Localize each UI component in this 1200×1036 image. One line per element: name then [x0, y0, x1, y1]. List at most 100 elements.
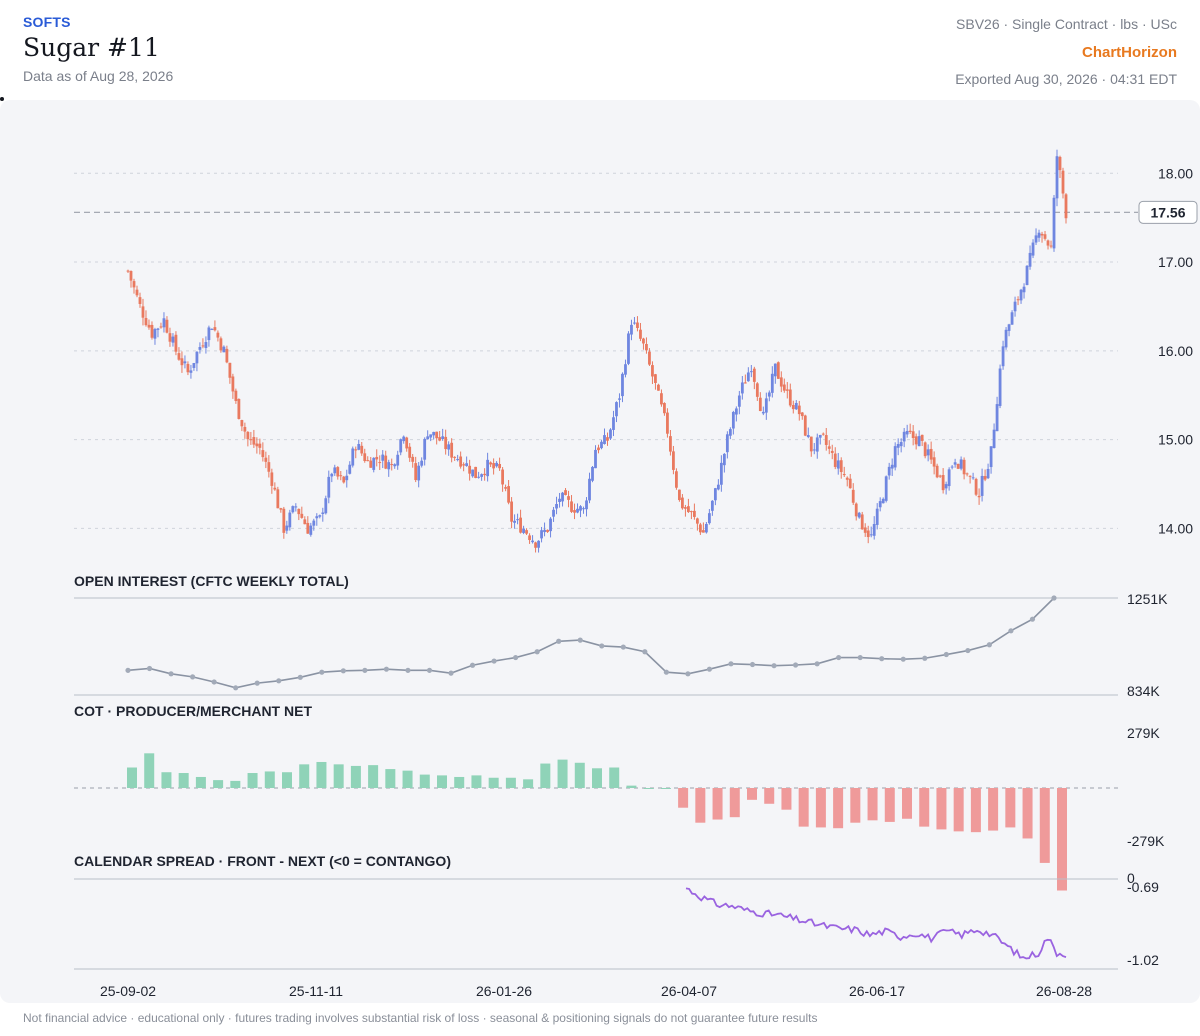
x-tick-label: 26-08-28 — [1036, 983, 1092, 999]
candle-body — [546, 529, 549, 532]
candle-body — [216, 332, 220, 338]
candle-body — [597, 447, 600, 451]
candle-body — [615, 402, 618, 417]
candle-body — [815, 437, 819, 452]
candle-body — [414, 463, 418, 481]
candle-body — [980, 475, 984, 496]
candle-body — [594, 449, 597, 469]
candle-body — [483, 473, 487, 476]
candle-body — [525, 530, 528, 534]
candle-body — [183, 361, 187, 364]
candle-body — [902, 431, 906, 442]
candle-body — [405, 437, 409, 449]
candle-body — [537, 540, 540, 548]
cot-bar — [695, 788, 706, 823]
candle-body — [141, 306, 145, 318]
candle-body — [812, 449, 816, 451]
oi-point — [620, 644, 626, 650]
candle-body — [399, 439, 403, 453]
candle-body — [941, 475, 945, 491]
candle-body — [138, 297, 142, 304]
oi-point — [879, 656, 885, 662]
candle-body — [734, 408, 738, 415]
candle-body — [1001, 346, 1005, 367]
candle-body — [890, 464, 894, 469]
candle-body — [549, 518, 552, 532]
candle-body — [480, 474, 484, 477]
candle-body — [761, 411, 765, 414]
candle-body — [333, 467, 337, 474]
candle-body — [384, 455, 388, 469]
candle-body — [1052, 197, 1056, 249]
candle-body — [887, 466, 891, 476]
candle-body — [651, 365, 654, 377]
cot-bar — [402, 770, 413, 788]
candle-body — [612, 417, 615, 430]
cot-bar — [488, 777, 499, 788]
candle-body — [660, 393, 663, 405]
candle-body — [408, 446, 412, 458]
candle-body — [495, 462, 499, 467]
brand-logo[interactable]: ChartHorizon — [1082, 44, 1177, 61]
candle-body — [740, 382, 744, 394]
cot-tick-label: -279K — [1127, 833, 1165, 849]
candle-body — [201, 345, 205, 347]
candle-body — [935, 465, 939, 478]
oi-point — [642, 649, 648, 655]
candle-body — [770, 373, 774, 393]
candle-body — [687, 506, 690, 513]
candle-body — [1061, 170, 1065, 194]
candle-body — [231, 376, 235, 392]
candle-body — [228, 362, 232, 378]
candle-body — [192, 363, 196, 368]
candle-body — [1040, 233, 1044, 236]
cot-title: COT · PRODUCER/MERCHANT NET — [74, 703, 312, 719]
cot-bar — [368, 765, 379, 788]
candle-body — [561, 492, 564, 502]
candle-body — [327, 476, 331, 498]
cot-bar — [781, 788, 792, 810]
candle-body — [905, 430, 909, 435]
chart-svg[interactable]: 14.00 15.00 16.00 17.00 18.00 17.56 OPEN INTE… — [0, 100, 1200, 1003]
candle-body — [600, 441, 603, 449]
candle-body — [516, 519, 519, 521]
oi-line — [127, 597, 1055, 689]
candle-body — [947, 469, 951, 487]
candle-body — [531, 540, 534, 543]
candle-body — [390, 464, 394, 466]
candle-body — [528, 535, 531, 541]
candle-body — [968, 475, 972, 477]
cot-bar — [678, 788, 689, 808]
candle-body — [459, 456, 463, 467]
candle-body — [156, 328, 160, 330]
cot-bar — [161, 772, 172, 788]
x-tick-label: 25-09-02 — [100, 983, 156, 999]
price-tick-label: 17.00 — [1158, 254, 1193, 270]
cot-bar — [574, 762, 585, 788]
oi-point — [319, 669, 325, 675]
oi-point — [556, 638, 562, 644]
candle-body — [926, 449, 930, 456]
candle-body — [222, 346, 226, 353]
oi-point — [943, 651, 949, 658]
cot-bar — [936, 788, 947, 830]
category-label[interactable]: SOFTS — [23, 14, 71, 30]
oi-point — [922, 655, 928, 661]
candle-body — [701, 530, 705, 533]
candle-body — [800, 412, 804, 417]
candle-body — [234, 390, 238, 401]
corner-dot — [0, 97, 4, 101]
candle-body — [983, 476, 987, 480]
candle-body — [522, 528, 525, 533]
candle-body — [501, 469, 505, 485]
candle-body — [450, 442, 454, 458]
candle-body — [806, 435, 810, 437]
cot-bar — [1057, 788, 1067, 891]
candle-body — [555, 503, 558, 509]
cot-bar — [454, 776, 465, 788]
candle-body — [165, 319, 169, 333]
oi-point — [900, 656, 906, 662]
candle-body — [836, 460, 840, 469]
candle-body — [845, 477, 849, 480]
candle-body — [180, 358, 184, 366]
